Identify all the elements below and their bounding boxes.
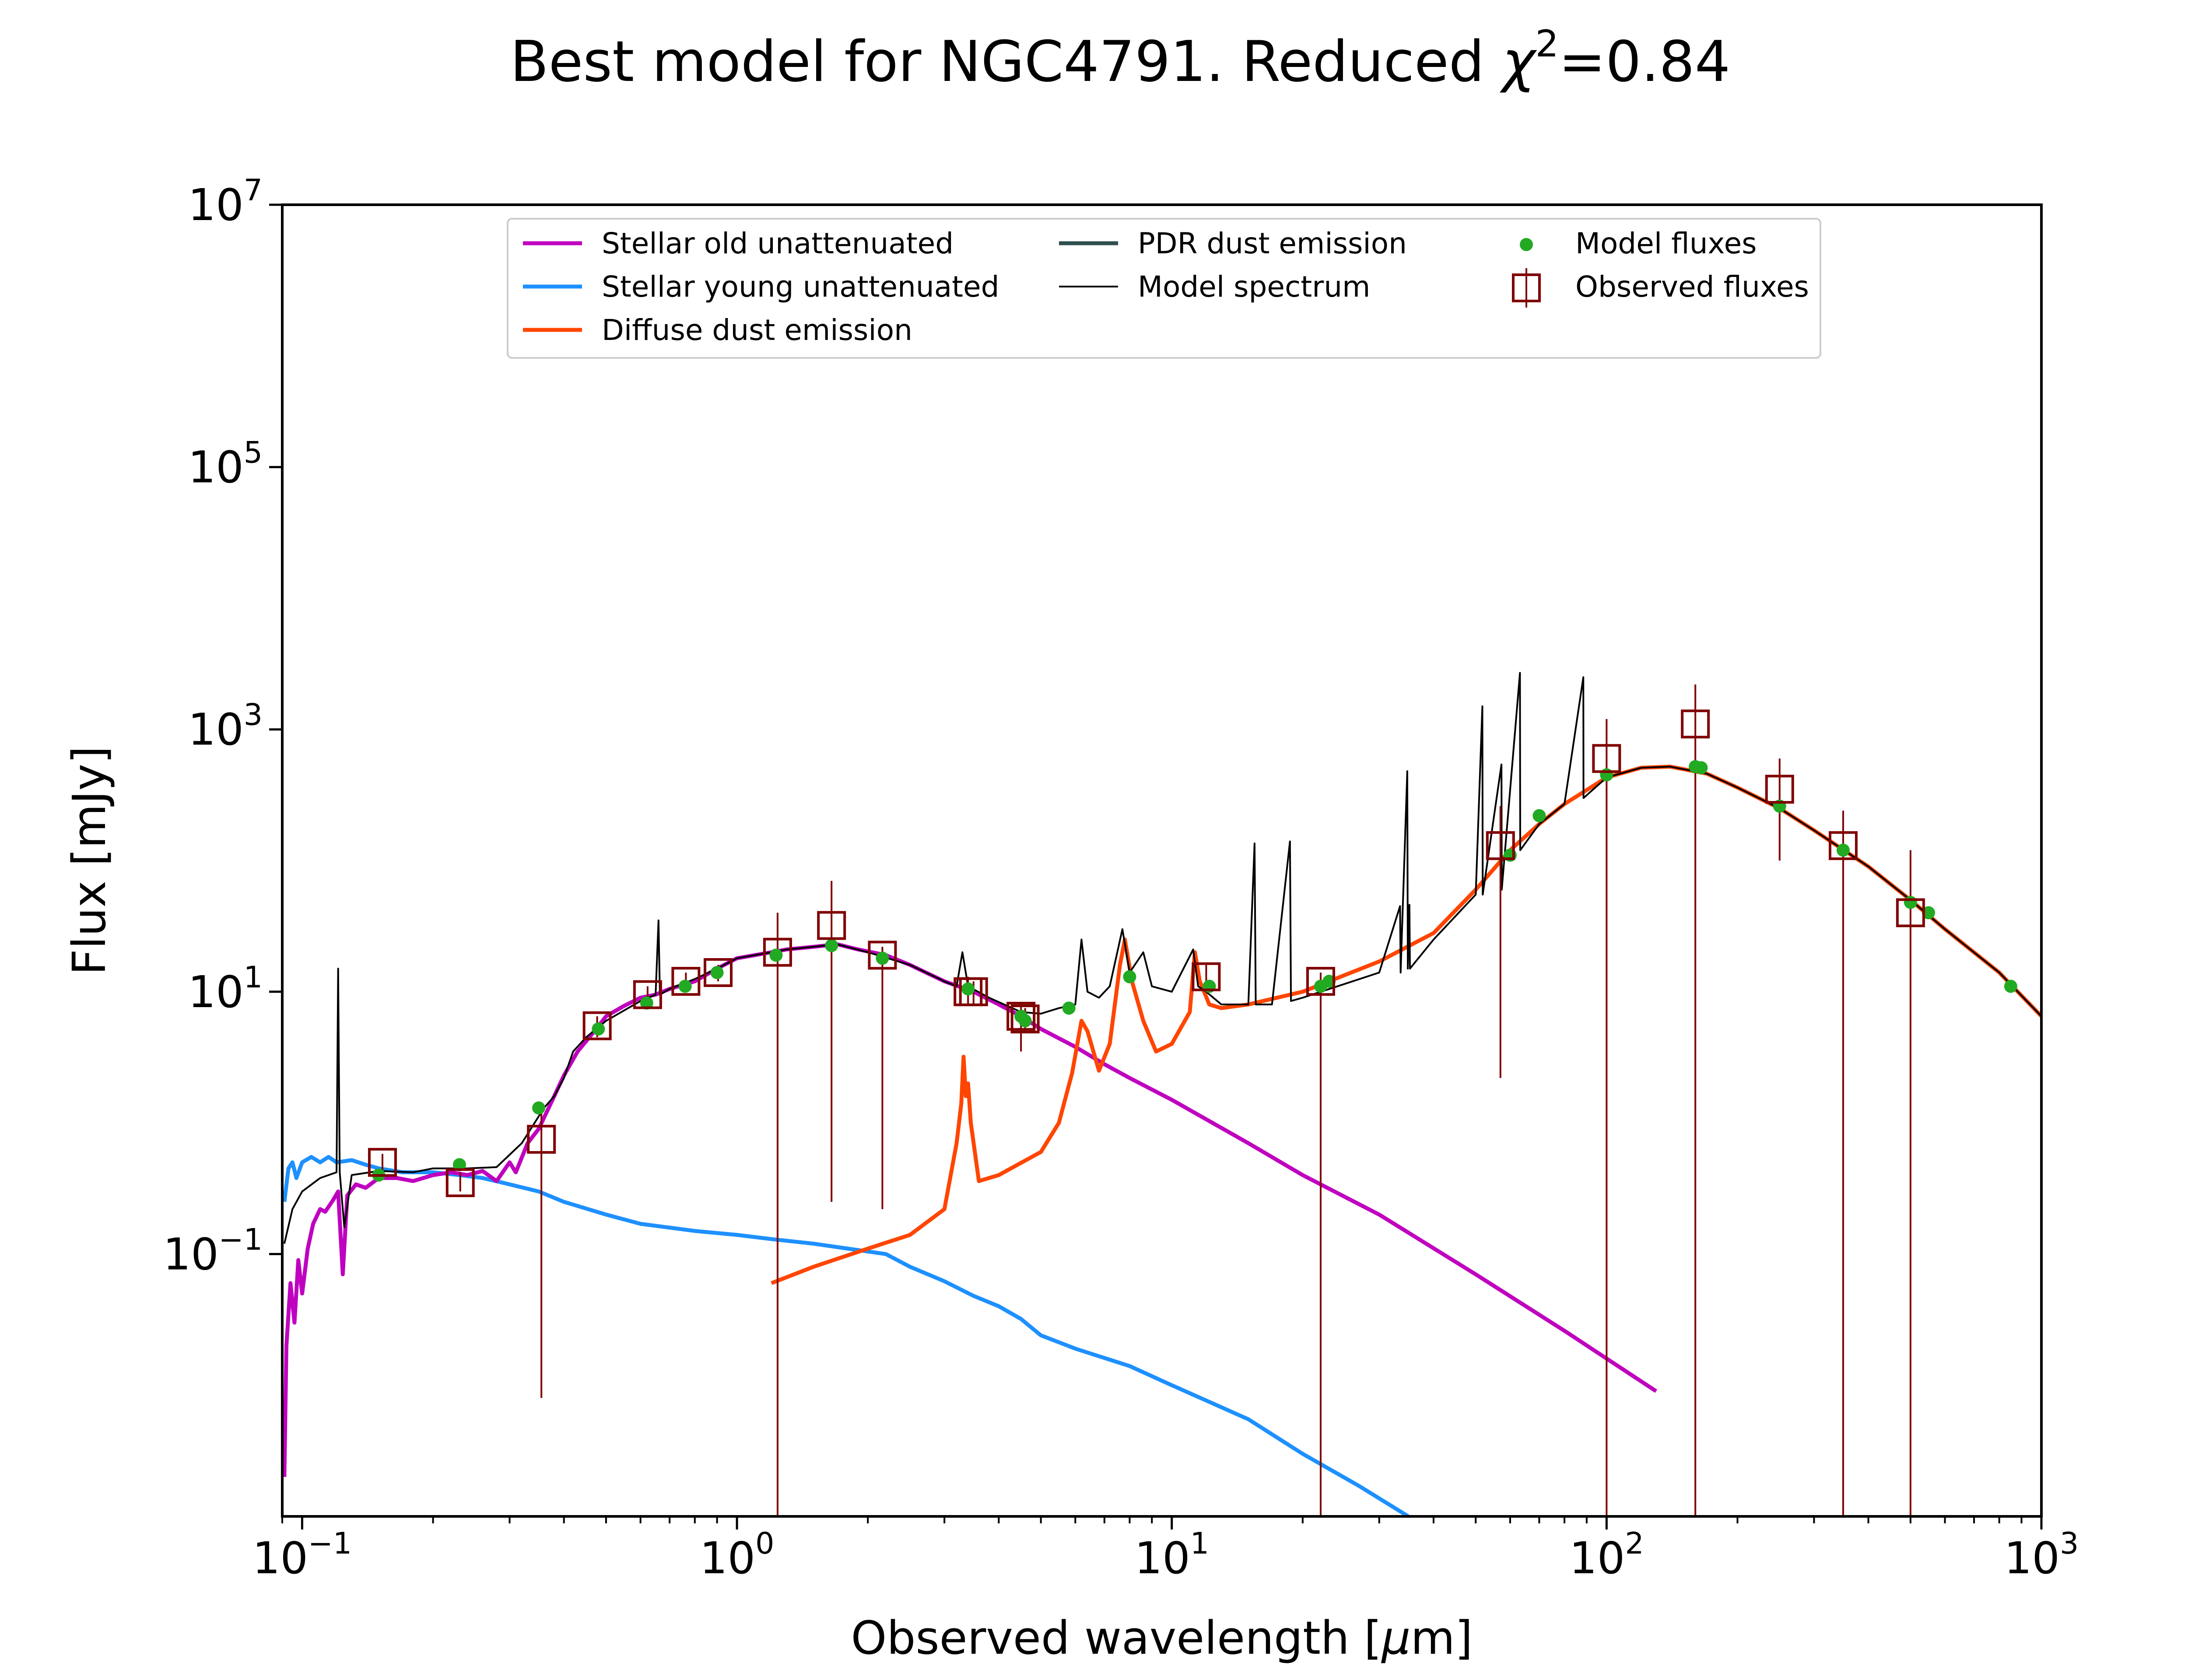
x-tick-label: 103 bbox=[2004, 1526, 2079, 1584]
observed-flux-marker bbox=[763, 938, 792, 967]
model-flux-point bbox=[678, 980, 692, 993]
legend-label: Stellar old unattenuated bbox=[602, 227, 954, 260]
model-flux-point bbox=[1062, 1001, 1076, 1015]
observed-flux-marker bbox=[1306, 967, 1335, 996]
y-tick-label: 107 bbox=[188, 173, 263, 231]
model-flux-point bbox=[1600, 768, 1613, 782]
chart-title: Best model for NGC4791. Reduced χ2=0.84 bbox=[510, 22, 1730, 94]
observed-flux-marker bbox=[445, 1168, 475, 1197]
model-flux-point bbox=[1922, 906, 1936, 920]
model-flux-point bbox=[1123, 970, 1136, 984]
x-axis-label: Observed wavelength [μm] bbox=[851, 1611, 1473, 1665]
model-flux-point bbox=[1904, 896, 1917, 909]
observed-flux-marker bbox=[959, 977, 988, 1006]
observed-flux-marker bbox=[582, 1011, 612, 1040]
model-flux-point bbox=[532, 1101, 546, 1115]
observed-flux-marker bbox=[527, 1125, 556, 1154]
legend-entry: Model fluxes bbox=[1520, 227, 1757, 260]
observed-flux-marker bbox=[1592, 744, 1621, 773]
model-spectrum-line bbox=[283, 672, 2041, 1244]
legend-entry: PDR dust emission bbox=[1059, 227, 1407, 260]
legend-items: Stellar old unattenuated Stellar young un… bbox=[523, 227, 1809, 347]
model-flux-point bbox=[1836, 844, 1850, 857]
model-flux-point bbox=[2004, 980, 2017, 993]
legend-entry: Model spectrum bbox=[1059, 270, 1370, 304]
y-tick-label: 105 bbox=[188, 436, 263, 493]
legend-label: Observed fluxes bbox=[1575, 270, 1809, 304]
observed-flux-marker bbox=[1765, 774, 1794, 804]
legend-label: Model spectrum bbox=[1138, 270, 1370, 304]
y-axis-label: Flux [mJy] bbox=[63, 746, 116, 975]
observed-flux-marker bbox=[1486, 831, 1515, 860]
y-tick-label: 103 bbox=[188, 698, 263, 755]
x-axis-ticks: 10−1 100 101 102 103 bbox=[252, 1516, 2079, 1584]
stellar-young-line bbox=[282, 1155, 1410, 1516]
legend-entry: Stellar old unattenuated bbox=[523, 227, 954, 260]
model-flux-point bbox=[452, 1158, 466, 1172]
observed-flux-marker bbox=[1010, 1004, 1040, 1034]
observed-flux-marker bbox=[817, 911, 846, 940]
model-flux-point bbox=[769, 948, 783, 962]
legend-dot-swatch bbox=[1520, 238, 1533, 251]
y-tick-label: 101 bbox=[188, 960, 263, 1018]
legend-entry: Observed fluxes bbox=[1512, 268, 1809, 308]
observed-flux-marker bbox=[868, 941, 897, 970]
legend-box bbox=[507, 218, 1821, 359]
observed-flux-marker bbox=[1192, 962, 1221, 991]
model-flux-point bbox=[592, 1022, 605, 1036]
model-flux-point bbox=[825, 939, 838, 952]
legend-entry: Diffuse dust emission bbox=[523, 313, 912, 347]
observed-flux-marker bbox=[671, 967, 701, 996]
x-tick-label: 101 bbox=[1134, 1526, 1209, 1584]
observed-flux-marker bbox=[368, 1148, 397, 1177]
observed-flux-marker bbox=[633, 980, 662, 1009]
model-flux-point bbox=[710, 966, 724, 979]
x-tick-label: 10−1 bbox=[252, 1526, 352, 1584]
axes-frame bbox=[281, 203, 2043, 1518]
legend-label: Stellar young unattenuated bbox=[602, 270, 999, 304]
observed-flux-marker bbox=[1828, 831, 1858, 860]
model-flux-point bbox=[640, 996, 653, 1010]
model-flux-point bbox=[961, 982, 975, 996]
observed-flux-marker bbox=[1681, 709, 1710, 738]
observed-flux-marker bbox=[1006, 1001, 1036, 1031]
model-flux-point bbox=[1694, 761, 1708, 774]
y-tick-label: 10−1 bbox=[163, 1222, 263, 1280]
observed-flux-marker bbox=[1896, 898, 1925, 928]
x-tick-label: 102 bbox=[1569, 1526, 1644, 1584]
legend-entry: Stellar young unattenuated bbox=[523, 270, 999, 304]
legend-label: Model fluxes bbox=[1575, 227, 1757, 260]
x-tick-label: 100 bbox=[700, 1526, 775, 1584]
model-flux-point bbox=[1532, 809, 1546, 822]
legend-label: Diffuse dust emission bbox=[602, 313, 912, 347]
y-axis-ticks: 10−1 101 103 105 107 bbox=[163, 173, 282, 1280]
observed-flux-marker bbox=[704, 958, 733, 987]
plot-area bbox=[282, 672, 2041, 1516]
legend: Stellar old unattenuated Stellar young un… bbox=[507, 218, 1821, 359]
model-flux-point bbox=[876, 952, 889, 965]
legend-label: PDR dust emission bbox=[1138, 227, 1407, 260]
model-flux-point bbox=[1322, 975, 1336, 988]
model-flux-point bbox=[1018, 1014, 1032, 1028]
